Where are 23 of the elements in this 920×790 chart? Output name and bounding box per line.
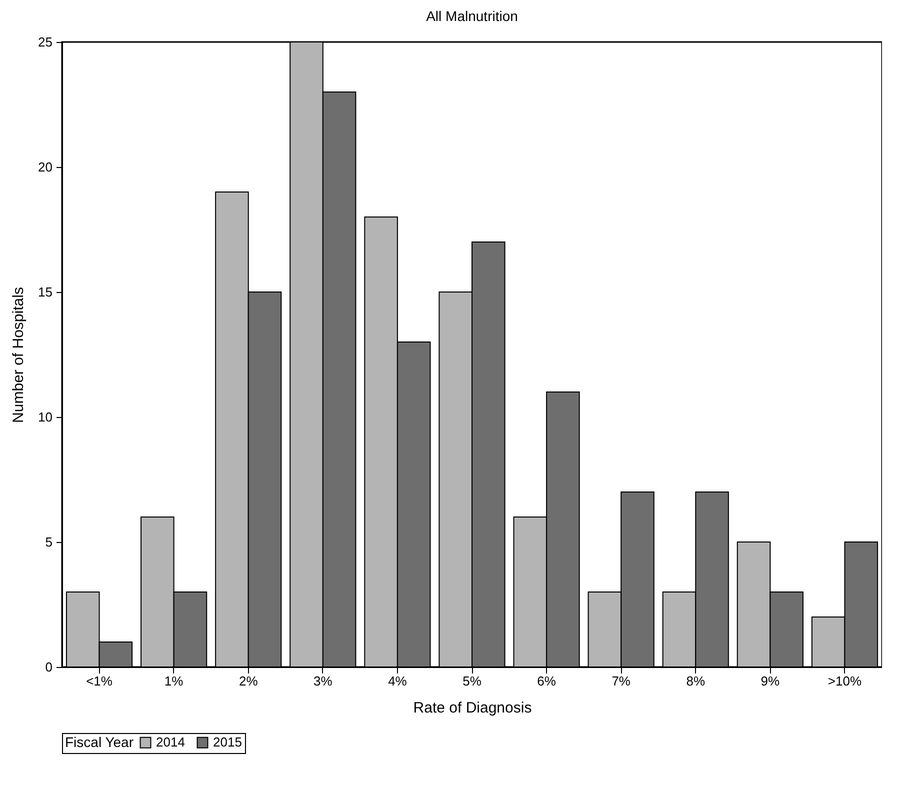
x-tick-label: >10% <box>828 674 862 688</box>
chart-title: All Malnutrition <box>426 8 518 24</box>
x-tick-label: 8% <box>686 674 706 688</box>
x-tick-label: 6% <box>537 674 556 688</box>
x-tick-label: 1% <box>164 674 184 688</box>
legend-label: 2015 <box>213 734 242 750</box>
x-tick-label: <1% <box>86 674 113 688</box>
legend-label: 2014 <box>156 734 185 750</box>
x-tick-label: 2% <box>238 674 258 688</box>
y-tick-label: 10 <box>38 410 52 424</box>
y-tick-label: 15 <box>38 284 52 300</box>
x-tick-label: 3% <box>314 674 333 688</box>
x-tick-label: 9% <box>760 674 780 688</box>
y-axis-title: Number of Hospitals <box>10 287 28 423</box>
x-axis-title: Rate of Diagnosis <box>413 700 532 716</box>
y-tick-label: 0 <box>45 660 52 674</box>
x-tick-label: 7% <box>612 674 631 688</box>
x-tick-label: 5% <box>462 674 482 688</box>
legend-title: Fiscal Year <box>65 734 134 750</box>
y-tick-label: 5 <box>45 534 52 550</box>
x-tick-label: 4% <box>388 674 408 688</box>
y-tick-label: 20 <box>38 160 52 174</box>
y-tick-label: 25 <box>38 34 52 50</box>
